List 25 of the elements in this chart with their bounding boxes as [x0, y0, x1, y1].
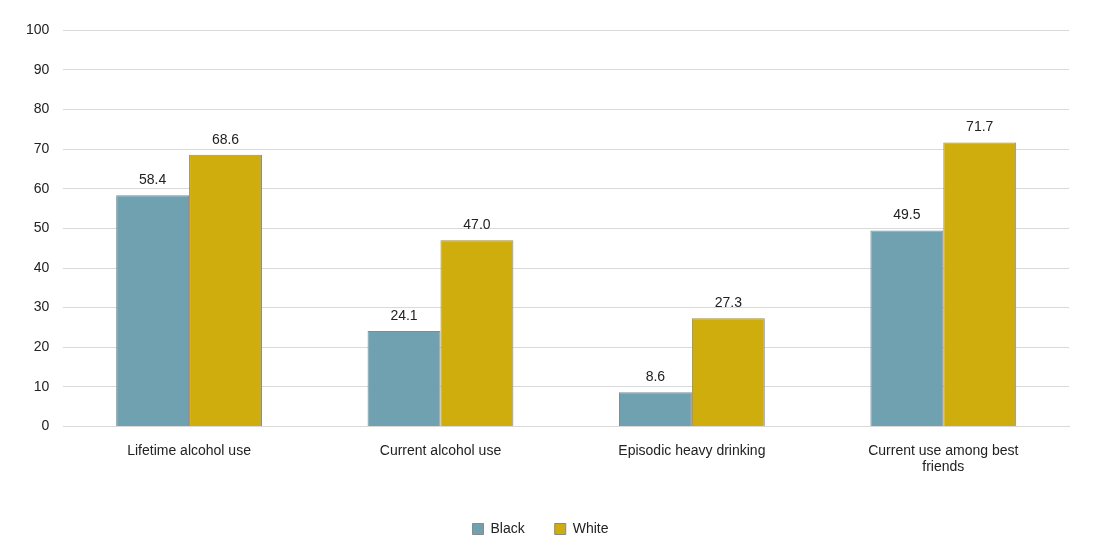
x-tick-label: Current use among best friends: [868, 441, 1019, 475]
y-tick-label: 20: [33, 338, 50, 355]
y-tick-label: 80: [33, 100, 50, 117]
x-tick-label: Current alcohol use: [379, 441, 502, 458]
y-tick-label: 0: [41, 417, 50, 434]
data-label: 24.1: [390, 306, 418, 323]
y-tick-label: 70: [33, 140, 50, 157]
y-tick-label: 90: [33, 60, 50, 77]
y-tick-label: 10: [33, 377, 50, 394]
data-label: 49.5: [893, 206, 921, 223]
y-tick-label: 50: [33, 219, 50, 236]
y-tick-label: 30: [33, 298, 50, 315]
data-label: 58.4: [138, 171, 167, 187]
x-tick-label: Episodic heavy drinking: [618, 441, 766, 458]
y-tick-label: 100: [26, 21, 50, 38]
data-label: 71.7: [966, 118, 994, 135]
y-tick-label: 60: [33, 179, 50, 196]
x-tick-label: Lifetime alcohol use: [127, 441, 252, 458]
data-label: 68.6: [211, 130, 240, 147]
data-label: 47.0: [463, 216, 491, 233]
y-tick-label: 40: [33, 258, 50, 275]
legend-label: White: [572, 519, 609, 536]
legend-label: Black: [490, 519, 526, 536]
data-label: 27.3: [714, 294, 743, 311]
data-label: 8.6: [645, 368, 666, 385]
